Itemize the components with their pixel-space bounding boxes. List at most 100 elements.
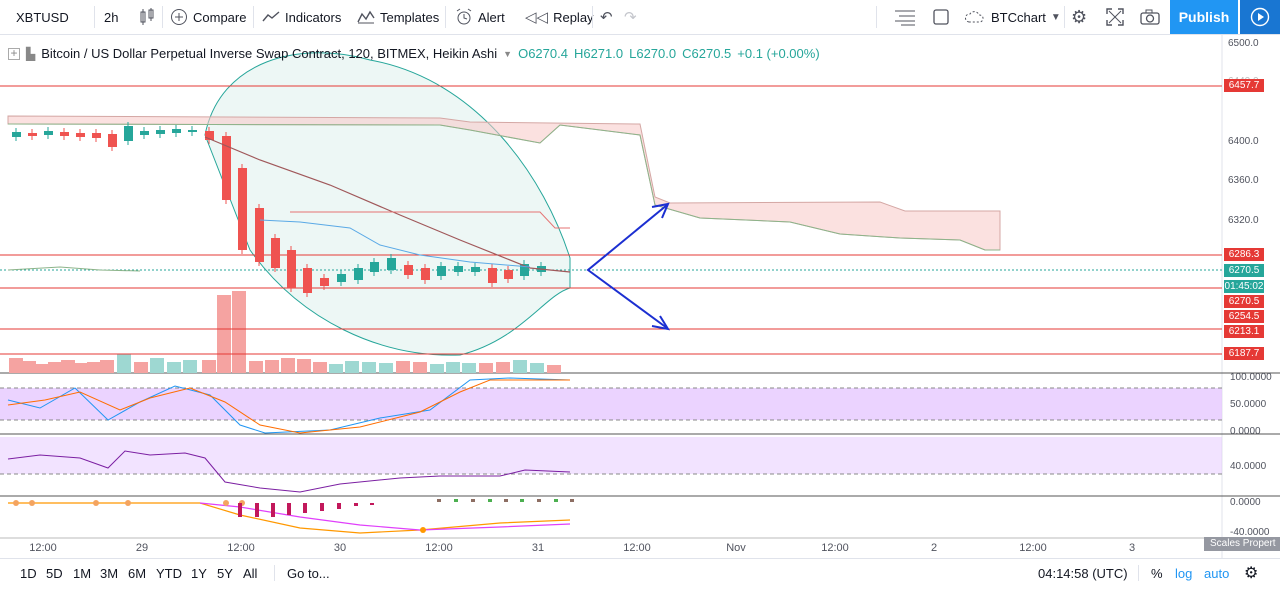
histogram-bar [504,499,508,502]
alert-button[interactable]: Alert [455,0,505,34]
auto-scale-toggle[interactable]: auto [1204,566,1230,581]
range-all-button[interactable]: All [243,566,258,581]
goto-button[interactable]: Go to... [287,566,330,581]
gear-icon[interactable]: ⚙ [1244,565,1259,582]
histogram-bar [454,499,458,502]
top-toolbar: XBTUSD 2h Compare Indicators Templates A… [0,0,1280,35]
chevron-down-icon: ▼ [1050,11,1061,23]
chart-style-button[interactable] [139,0,155,34]
templates-label: Templates [380,9,440,25]
range-1m-button[interactable]: 1M [73,566,92,581]
candle-body [337,274,346,282]
candle-body [205,131,214,140]
volume-bar [530,363,544,373]
volume-bar [61,360,75,373]
price-badge: 6254.5 [1224,310,1264,323]
settings-button[interactable]: ⚙ [1071,0,1087,34]
candle-body [387,258,396,270]
time-tick: 12:00 [1019,542,1047,554]
percent-scale-toggle[interactable]: % [1151,566,1163,581]
price-chart[interactable] [0,35,1280,559]
divider [253,6,254,28]
price-badge: 6187.7 [1224,347,1264,360]
candle-body [504,270,513,279]
candle-body [471,267,480,272]
wave-line-a [8,502,571,534]
indicator-tick: 0.0000 [1230,497,1261,508]
scales-properties-tooltip[interactable]: Scales Propert [1204,537,1280,551]
time-tick: 29 [135,542,149,554]
legend-low: L6270.0 [629,46,677,61]
go-live-button[interactable] [1240,0,1280,34]
snapshot-button[interactable] [1140,0,1160,34]
rsi-line [7,450,571,493]
drawn-arrows[interactable] [586,202,671,331]
divider [162,6,163,28]
volume-bar [462,363,476,373]
legend-change: +0.1 (+0.00%) [737,46,820,61]
volume-bar [345,361,359,373]
compare-button[interactable]: Compare [170,0,246,34]
histogram-bar [238,503,242,517]
volume-bar [281,358,295,373]
signal-dot [93,500,99,506]
volume-bar [430,364,444,373]
indicators-icon [262,11,280,22]
time-tick: 30 [333,542,347,554]
range-ytd-button[interactable]: YTD [156,566,182,581]
volume-bar [547,365,561,373]
price-badge: 6286.3 [1224,248,1264,261]
price-tick: 6360.0 [1228,175,1259,186]
candle-body [108,134,117,147]
time-tick: 12:00 [227,542,255,554]
candle-body [28,133,37,136]
redo-button[interactable]: ↷ [624,0,637,34]
interval-button[interactable]: 2h [104,0,118,34]
volume-bar [9,358,23,373]
stoch-k-line [7,377,571,434]
symbol-search[interactable]: XBTUSD [16,0,69,34]
range-5d-button[interactable]: 5D [46,566,63,581]
drawings-toggle-button[interactable] [893,0,917,34]
alert-label: Alert [478,9,505,25]
log-scale-toggle[interactable]: log [1175,566,1193,581]
indicators-button[interactable]: Indicators [262,0,341,34]
candle-body [255,208,264,262]
collapse-legend-icon[interactable]: + [8,47,20,60]
volume-bar [297,359,311,373]
redo-icon: ↷ [624,9,637,26]
volume-bar [362,362,376,373]
range-3m-button[interactable]: 3M [100,566,119,581]
indicator-tick: 50.0000 [1230,399,1267,410]
gear-icon: ⚙ [1071,6,1088,27]
time-tick: 12:00 [425,542,453,554]
range-6m-button[interactable]: 6M [128,566,147,581]
layout-menu-button[interactable]: BTCchart ▼ [964,0,1061,34]
volume-bar [479,363,493,373]
templates-icon [357,10,375,24]
fullscreen-layout-button[interactable] [932,0,950,34]
fullscreen-button[interactable] [1106,0,1124,34]
histogram-bar [370,503,374,505]
divider [1064,6,1065,28]
candle-body [488,268,497,283]
time-tick: 12:00 [821,542,849,554]
utc-clock[interactable]: 04:14:58 (UTC) [1038,566,1128,581]
range-1y-button[interactable]: 1Y [191,566,207,581]
range-1d-button[interactable]: 1D [20,566,37,581]
undo-button[interactable]: ↶ [600,0,613,34]
play-icon [1250,7,1270,27]
range-5y-button[interactable]: 5Y [217,566,233,581]
rsi-band [0,437,1222,474]
histogram-bar [520,499,524,502]
camera-icon [1140,9,1160,25]
chevron-down-icon[interactable]: ▼ [503,48,513,59]
price-tick: 6400.0 [1228,136,1259,147]
volume-bar [413,362,427,373]
templates-button[interactable]: Templates [357,0,439,34]
replay-button[interactable]: ◁◁ Replay [525,0,594,34]
ichimoku-cloud [7,115,1001,251]
bar-countdown: 01:45:02 [1224,280,1264,293]
histogram-bar [303,503,307,513]
publish-button[interactable]: Publish [1170,0,1238,34]
